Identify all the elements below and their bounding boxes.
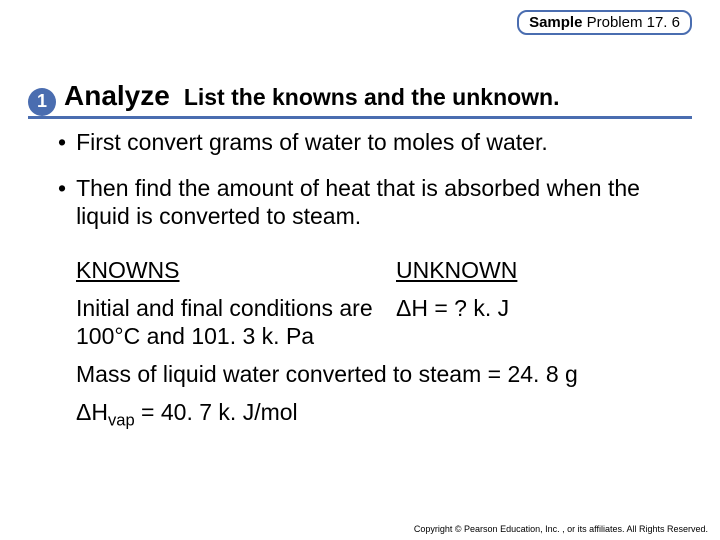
badge-rest: Problem 17. 6 [582, 14, 680, 31]
kv-values: Initial and final conditions are 100°C a… [76, 294, 684, 350]
bullet-2-text: Then find the amount of heat that is abs… [76, 174, 684, 230]
mass-line: Mass of liquid water converted to steam … [76, 360, 684, 388]
step-number-circle: 1 [28, 88, 56, 116]
step-header: 1 Analyze List the knowns and the unknow… [28, 80, 692, 119]
step-title: Analyze [64, 80, 170, 112]
content-area: • First convert grams of water to moles … [58, 128, 684, 441]
hvap-post: = 40. 7 k. J/mol [135, 399, 298, 425]
step-subtitle: List the knowns and the unknown. [184, 84, 560, 111]
bullet-1: • First convert grams of water to moles … [58, 128, 684, 156]
bullet-2: • Then find the amount of heat that is a… [58, 174, 684, 230]
kv-headings: KNOWNS UNKNOWN [76, 256, 684, 284]
knowns-unknown-block: KNOWNS UNKNOWN Initial and final conditi… [76, 256, 684, 431]
unknown-line: ΔH = ? k. J [396, 294, 509, 350]
knowns-heading: KNOWNS [76, 256, 396, 284]
copyright-text: Copyright © Pearson Education, Inc. , or… [414, 524, 708, 534]
unknown-heading: UNKNOWN [396, 256, 517, 284]
badge-bold: Sample [529, 14, 582, 31]
bullet-1-text: First convert grams of water to moles of… [76, 128, 548, 156]
problem-badge: Sample Problem 17. 6 [517, 10, 692, 35]
hvap-pre: ΔH [76, 399, 108, 425]
knowns-line: Initial and final conditions are 100°C a… [76, 294, 396, 350]
bullet-dot: • [58, 174, 66, 230]
hvap-line: ΔHvap = 40. 7 k. J/mol [76, 398, 684, 431]
hvap-sub: vap [108, 411, 135, 430]
bullet-dot: • [58, 128, 66, 156]
